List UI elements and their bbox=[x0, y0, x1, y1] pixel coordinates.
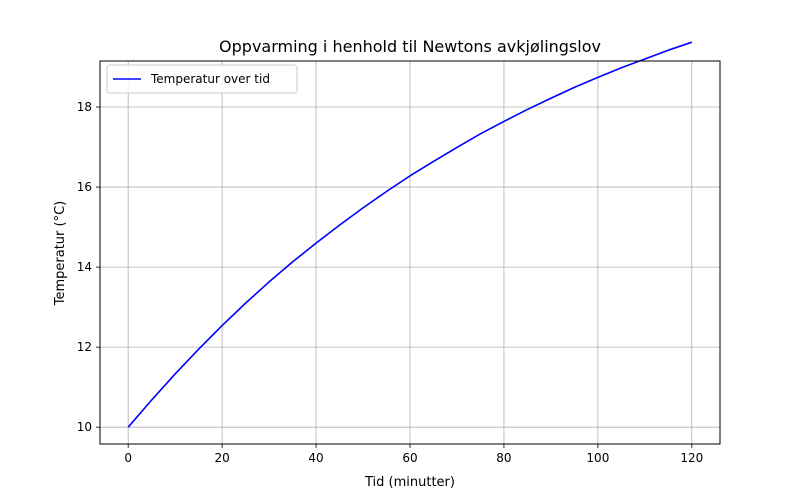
legend-box bbox=[106, 64, 298, 94]
series-line bbox=[127, 41, 693, 428]
y-tick-label: 16 bbox=[77, 180, 92, 194]
x-tick-label: 80 bbox=[496, 451, 511, 465]
x-tick-label: 20 bbox=[214, 451, 229, 465]
legend: Temperatur over tid bbox=[106, 64, 298, 94]
y-tick-label: 18 bbox=[77, 100, 92, 114]
y-tick-label: 12 bbox=[77, 340, 92, 354]
x-tick-label: 120 bbox=[680, 451, 703, 465]
x-axis-label: Tid (minutter) bbox=[364, 475, 455, 490]
x-tick-label: 60 bbox=[402, 451, 417, 465]
legend-label: Temperatur over tid bbox=[150, 72, 270, 86]
series-layer bbox=[127, 41, 693, 428]
x-tick-label: 100 bbox=[586, 451, 609, 465]
y-tick-label: 10 bbox=[77, 420, 92, 434]
chart-title: Oppvarming i henhold til Newtons avkjøli… bbox=[219, 37, 601, 56]
x-tick-label: 0 bbox=[124, 451, 132, 465]
y-axis-label: Temperatur (°C) bbox=[53, 201, 68, 307]
grid bbox=[100, 61, 720, 444]
ticks: 0 20 40 60 80 100 120 10 12 14 16 18 bbox=[77, 100, 704, 465]
y-tick-label: 14 bbox=[77, 260, 92, 274]
x-tick-label: 40 bbox=[308, 451, 323, 465]
